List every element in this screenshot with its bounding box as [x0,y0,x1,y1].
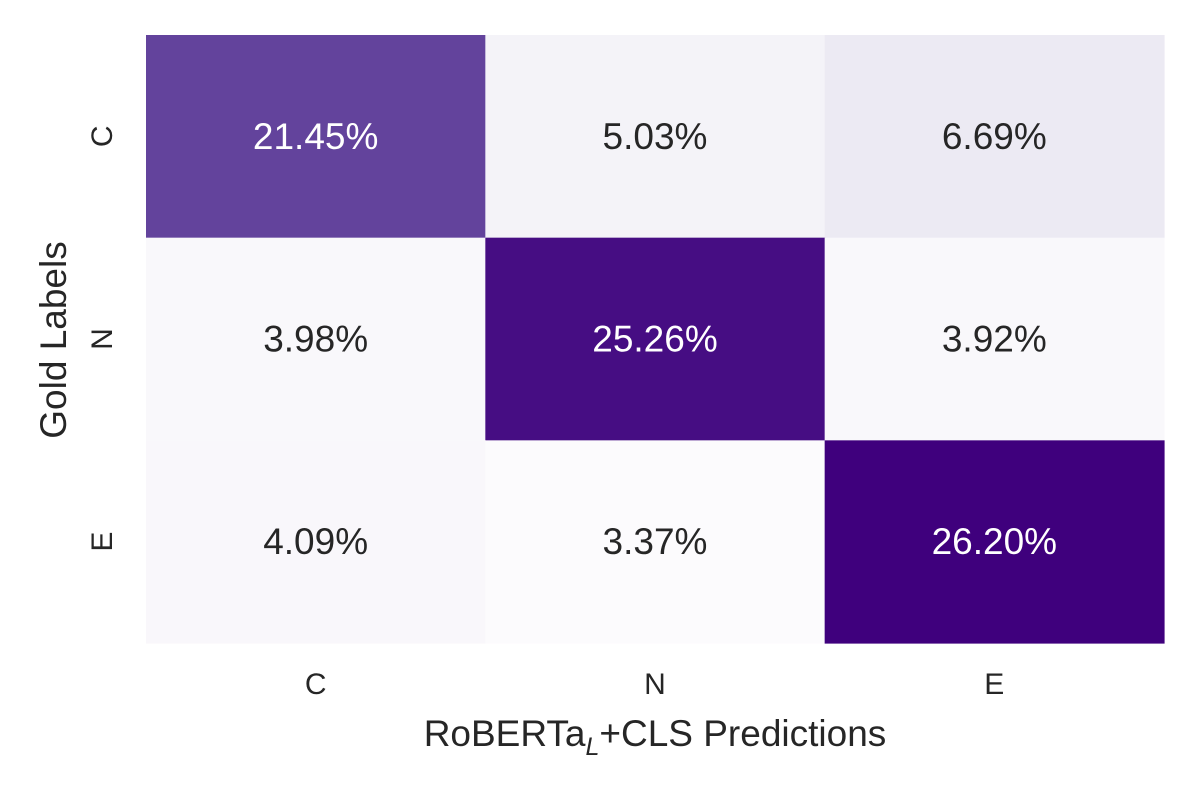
cell-value-label-E-C: 4.09% [263,521,368,562]
cell-value-label-E-E: 26.20% [932,521,1058,562]
x-tick-label-C: C [305,668,327,701]
heatmap-cell-N-N [485,237,826,441]
cell-value-label-E-N: 3.37% [603,521,708,562]
cell-value-label-C-E: 6.69% [942,116,1047,157]
cell-value-label-N-E: 3.92% [942,319,1047,360]
heatmap-cell-C-N [485,35,826,239]
x-tick-label-E: E [984,668,1004,701]
x-tick-label-N: N [644,668,666,701]
heatmap-cell-E-C [146,440,486,644]
y-tick-labels: C N E [86,125,119,551]
heatmap-cell-E-N [485,440,826,644]
heatmap-cell-N-E [824,237,1165,441]
heatmap-cell-E-E [824,440,1165,644]
cell-value-label-N-N: 25.26% [592,319,718,360]
heatmap-cell-C-E [824,35,1165,239]
y-tick-label-C: C [86,125,119,147]
cell-value-label-C-C: 21.45% [253,116,379,157]
x-axis-label-subscript: L [585,733,599,761]
heatmap-cells: 21.45% 5.03% 6.69% 3.98% 25.26% 3.92% 4.09% 3.3… [146,35,1165,644]
x-axis-label: RoBERTaL+CLS Predictions [424,713,887,761]
heatmap-cell-C-C [146,35,486,239]
y-tick-label-N: N [86,328,119,350]
cell-value-label-C-N: 5.03% [603,116,708,157]
heatmap-cell-N-C [146,237,486,441]
y-tick-label-E: E [86,532,119,552]
y-axis-label: Gold Labels [33,241,74,438]
cell-value-label-N-C: 3.98% [263,319,368,360]
